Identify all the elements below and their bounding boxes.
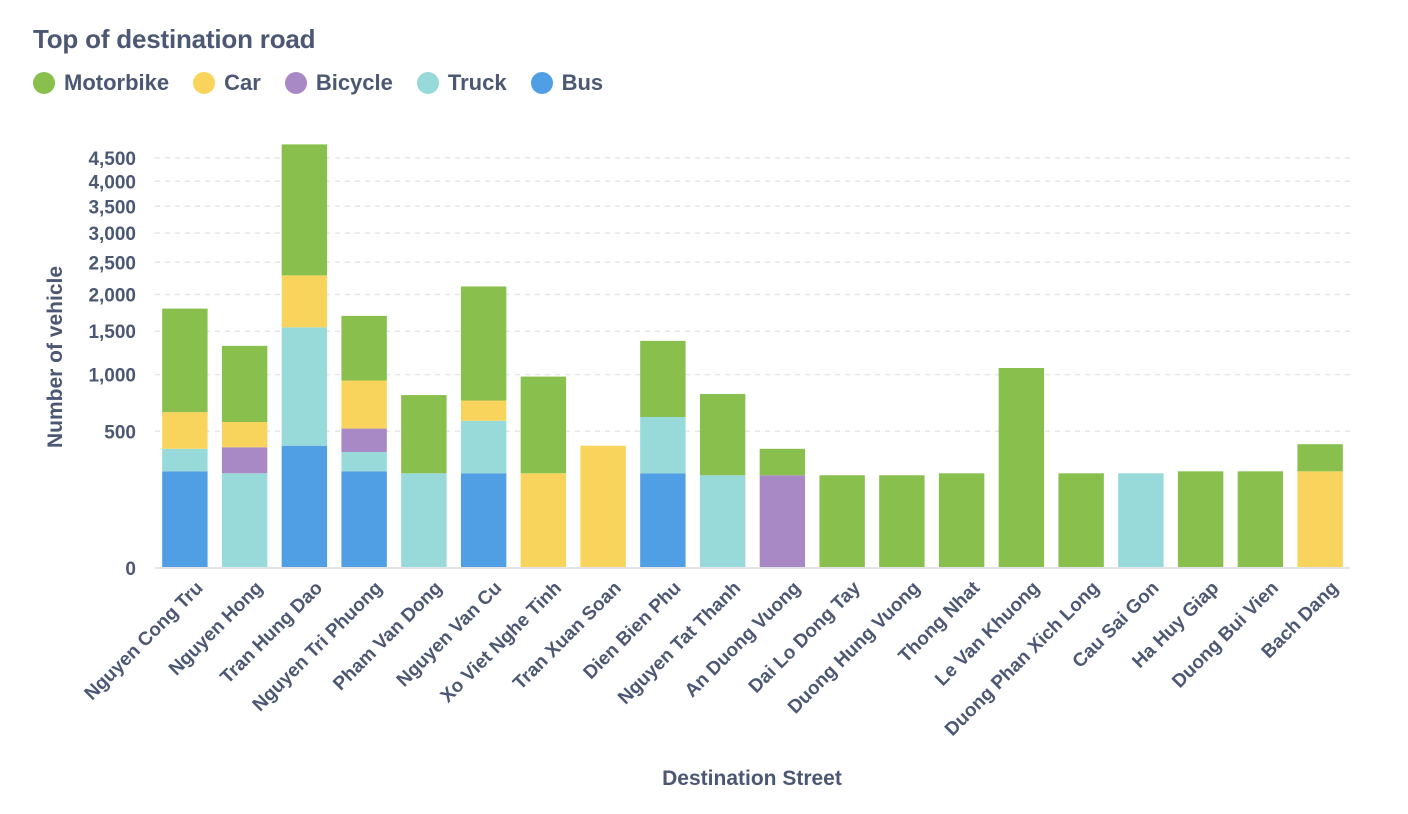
bar-segment-motorbike[interactable]	[759, 448, 806, 476]
legend: Motorbike Car Bicycle Truck Bus	[33, 70, 627, 96]
bar-segment-bicycle[interactable]	[759, 475, 806, 568]
y-tick-label: 500	[104, 422, 136, 443]
bar-segment-car[interactable]	[520, 473, 567, 568]
bar-segment-bus[interactable]	[341, 471, 387, 568]
bar-segment-motorbike[interactable]	[162, 308, 208, 413]
chart-title: Top of destination road	[33, 24, 316, 54]
bar-segment-motorbike[interactable]	[879, 475, 925, 568]
bar-segment-car[interactable]	[221, 422, 268, 448]
x-tick-label: Le Van Khuong	[931, 578, 1044, 691]
legend-item-car[interactable]: Car	[193, 70, 261, 96]
bar-segment-truck[interactable]	[699, 475, 746, 568]
bars	[162, 144, 1343, 568]
y-tick-label: 4,500	[88, 149, 136, 170]
bar-segment-car[interactable]	[341, 380, 387, 429]
legend-label-truck: Truck	[447, 70, 507, 95]
bar-segment-motorbike[interactable]	[1297, 444, 1343, 472]
y-tick-label: 4,000	[88, 172, 136, 193]
y-tick-label: 1,000	[88, 366, 136, 387]
y-tick-label: 0	[125, 559, 136, 580]
x-tick-label: An Duong Vuong	[681, 578, 805, 702]
bar-segment-motorbike[interactable]	[998, 368, 1045, 568]
bar-segment-bicycle[interactable]	[341, 428, 387, 452]
bar-segment-motorbike[interactable]	[640, 340, 686, 417]
bar-segment-car[interactable]	[162, 412, 208, 449]
x-tick-label: Tran Hung Dao	[217, 578, 327, 688]
bar-segment-car[interactable]	[580, 445, 626, 568]
legend-item-bus[interactable]: Bus	[530, 70, 604, 96]
x-tick-label: Dai Lo Dong Tay	[745, 577, 865, 697]
bar-segment-truck[interactable]	[341, 451, 387, 472]
bar-segment-motorbike[interactable]	[520, 376, 567, 474]
bar-segment-truck[interactable]	[640, 416, 686, 474]
legend-dot-motorbike	[33, 72, 55, 94]
bar-segment-motorbike[interactable]	[819, 475, 865, 568]
bar-segment-motorbike[interactable]	[401, 395, 447, 474]
legend-dot-car	[193, 72, 216, 94]
bar-segment-truck[interactable]	[460, 420, 507, 474]
bar-segment-motorbike[interactable]	[699, 393, 746, 476]
bar-segment-motorbike[interactable]	[341, 315, 387, 381]
x-axis-title: Destination Street	[662, 767, 842, 790]
bar-segment-truck[interactable]	[221, 473, 268, 568]
bar-segment-motorbike[interactable]	[938, 473, 985, 568]
bar-segment-truck[interactable]	[1118, 473, 1164, 568]
legend-item-motorbike[interactable]: Motorbike	[33, 70, 169, 96]
bar-segment-bus[interactable]	[162, 471, 208, 568]
y-tick-labels: 0 500 1,000 1,500 2,000 2,500 3,000 3,500 4,0004…	[88, 149, 136, 580]
bar-segment-motorbike[interactable]	[281, 144, 328, 276]
y-tick-label: 3,000	[88, 224, 136, 245]
bar-segment-motorbike[interactable]	[1237, 471, 1284, 568]
legend-item-truck[interactable]: Truck	[416, 70, 507, 96]
legend-label-bicycle: Bicycle	[315, 70, 393, 95]
bar-segment-motorbike[interactable]	[460, 286, 507, 401]
x-tick-label: Tran Xuan Soan	[509, 578, 625, 694]
legend-dot-truck	[416, 72, 439, 94]
bar-segment-motorbike[interactable]	[221, 345, 268, 423]
bar-segment-bus[interactable]	[640, 473, 686, 568]
bar-segment-car[interactable]	[1297, 471, 1343, 568]
bar-segment-bicycle[interactable]	[221, 447, 268, 474]
legend-item-bicycle[interactable]: Bicycle	[284, 70, 393, 96]
legend-dot-bicycle	[284, 72, 307, 94]
y-tick-label: 2,000	[88, 286, 136, 307]
bar-segment-bus[interactable]	[460, 473, 507, 568]
bar-segment-motorbike[interactable]	[1058, 473, 1104, 568]
legend-label-car: Car	[224, 70, 261, 95]
y-tick-label: 3,500	[88, 197, 136, 218]
gridlines	[155, 157, 1350, 433]
bar-segment-truck[interactable]	[401, 473, 447, 568]
y-tick-label: 1,500	[88, 322, 136, 343]
bar-segment-car[interactable]	[281, 275, 328, 328]
bar-segment-truck[interactable]	[162, 448, 208, 472]
bar-segment-car[interactable]	[460, 400, 507, 421]
y-tick-label: 2,500	[88, 253, 136, 274]
bar-segment-truck[interactable]	[281, 327, 328, 446]
legend-label-bus: Bus	[561, 70, 604, 95]
x-tick-label: Nguyen Van Cu	[393, 578, 506, 691]
bar-segment-bus[interactable]	[281, 445, 328, 568]
bar-segment-motorbike[interactable]	[1177, 471, 1224, 568]
legend-dot-bus	[530, 72, 553, 94]
legend-label-motorbike: Motorbike	[64, 70, 170, 95]
x-tick-label: Duong Bui Vien	[1168, 578, 1283, 693]
x-tick-label: Pham Van Dong	[329, 578, 446, 695]
y-axis-title: Number of vehicle	[44, 266, 67, 448]
